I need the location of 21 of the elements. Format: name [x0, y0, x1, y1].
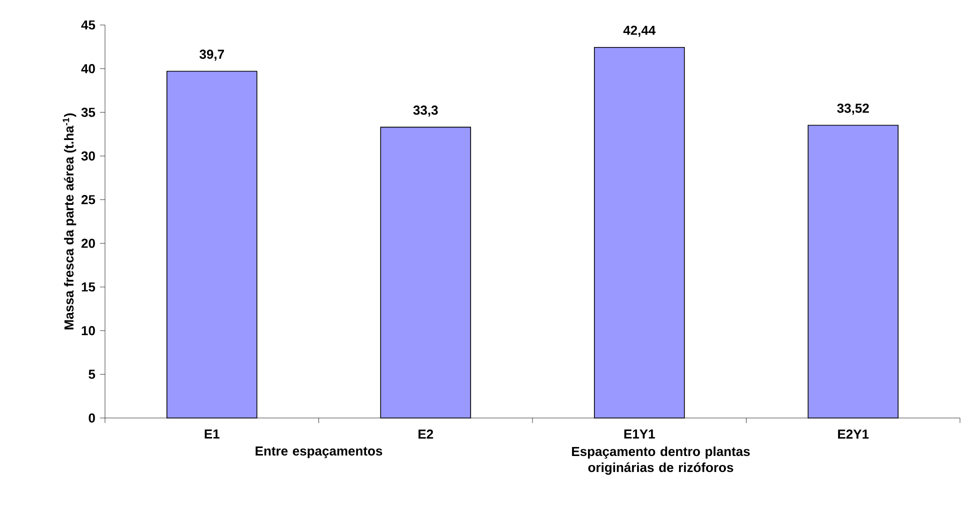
- x-tick-label: E1: [204, 430, 220, 438]
- x-tick-label: E2: [418, 430, 434, 439]
- text: Espaçamento dentro plantas originárias de rizóforos: [572, 446, 750, 475]
- y-tick-label: 5: [88, 370, 96, 379]
- y-tick-label: 30: [81, 151, 95, 161]
- text: Entre espaçamentos: [256, 446, 382, 458]
- y-tick-label: 10: [82, 326, 95, 336]
- y-tick-label: 0: [88, 413, 95, 423]
- y-tick-label: 25: [81, 195, 96, 204]
- data-label: 33,52: [837, 104, 869, 115]
- y-axis-title: Massa fresca da parte aérea (t.ha$^{-1}$): [62, 113, 76, 330]
- data-label: 39,7: [200, 50, 224, 61]
- x-tick-label: E1Y1: [624, 430, 655, 438]
- y-tick-label: 20: [81, 238, 95, 248]
- data-label: 42,44: [623, 26, 656, 37]
- y-tick-label: 35: [81, 108, 96, 117]
- data-label: 33,3: [413, 106, 438, 117]
- x-tick-label: E2Y1: [838, 430, 869, 439]
- y-tick-label: 45: [81, 20, 96, 30]
- y-tick-label: 40: [81, 64, 95, 74]
- y-tick-label: 15: [82, 282, 96, 292]
